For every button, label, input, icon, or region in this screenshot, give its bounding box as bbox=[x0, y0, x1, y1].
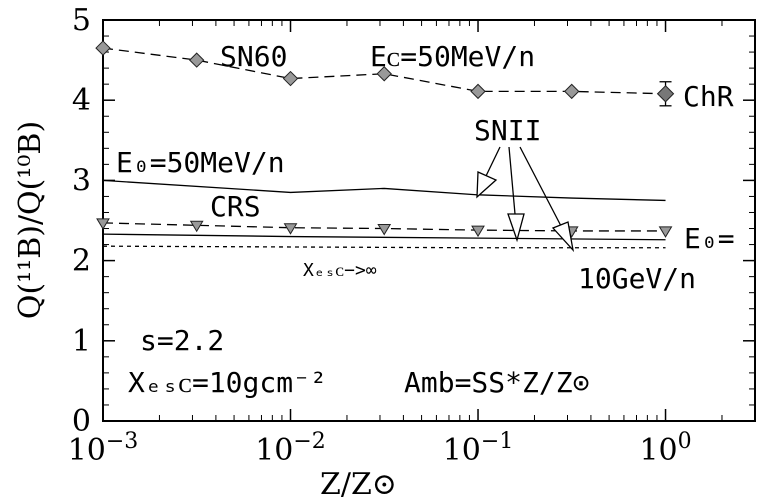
annotation-xesc-inf: Xₑₛᴄ−>∞ bbox=[303, 260, 377, 281]
snii-arrow-2-shaft bbox=[508, 146, 516, 215]
annotation-sn60: SN60 bbox=[220, 40, 287, 73]
series-line-5 bbox=[102, 245, 666, 249]
annotation-e0-low-line1: E₀= bbox=[684, 222, 735, 255]
x-tick-label: 100 bbox=[639, 429, 691, 468]
annotation-xesc: Xₑₛᴄ=10gcm⁻² bbox=[128, 366, 327, 399]
annotation-s: s=2.2 bbox=[140, 324, 224, 357]
plot-frame bbox=[102, 19, 756, 422]
annotation-e0-high: E₀=50MeV/n bbox=[116, 146, 285, 179]
x-tick-label: 10−3 bbox=[68, 429, 139, 468]
chr-point-marker bbox=[656, 85, 675, 103]
x-axis-label: Z/Z⊙ bbox=[320, 467, 397, 502]
snii-arrow-3-head bbox=[551, 221, 575, 253]
y-tick-label: 2 bbox=[72, 244, 91, 279]
annotation-e0-low-line2: 10GeV/n bbox=[578, 262, 696, 295]
snii-arrow-2-head bbox=[507, 213, 525, 243]
series-marker-triangle bbox=[189, 220, 204, 233]
series-marker-triangle bbox=[96, 218, 110, 230]
annotation-snii: SNII bbox=[474, 114, 541, 147]
series-marker-diamond bbox=[564, 83, 580, 100]
series-marker-triangle bbox=[658, 226, 673, 238]
series-marker-diamond bbox=[470, 83, 486, 100]
snii-arrow-1-shaft bbox=[485, 146, 501, 177]
snii-arrow-3-shaft bbox=[519, 146, 562, 227]
series-line-4 bbox=[102, 233, 666, 241]
annotation-amb: Amb=SS*Z/Z⊙ bbox=[404, 366, 589, 399]
y-tick-label: 1 bbox=[72, 324, 91, 359]
series-marker-diamond bbox=[376, 66, 392, 82]
ticks bbox=[102, 19, 756, 422]
series-marker-triangle bbox=[377, 224, 392, 236]
x-tick-label: 10−2 bbox=[255, 429, 326, 468]
annotation-ec: Eᴄ=50MeV/n bbox=[370, 40, 535, 73]
series-marker-triangle bbox=[283, 223, 298, 235]
series-line-2 bbox=[102, 179, 666, 202]
y-axis-label: Q(¹¹B)/Q(¹⁰B) bbox=[13, 121, 48, 319]
snii-arrow-1-head bbox=[476, 171, 498, 199]
snii-arrows bbox=[476, 146, 575, 253]
series-marker-triangle bbox=[471, 225, 485, 238]
series-marker-diamond bbox=[95, 40, 111, 56]
annotation-crs: CRS bbox=[210, 190, 261, 223]
marker-layer bbox=[95, 40, 675, 238]
x-tick-labels: 10−3 10−2 10−1 100 bbox=[68, 429, 692, 468]
series-marker-diamond bbox=[188, 52, 205, 68]
y-tick-label: 3 bbox=[72, 163, 91, 198]
annotation-chr: ChR bbox=[683, 80, 734, 113]
x-tick-label: 10−1 bbox=[443, 429, 514, 468]
y-tick-label: 0 bbox=[72, 404, 91, 439]
y-tick-label: 5 bbox=[72, 3, 91, 38]
series-marker-diamond bbox=[282, 70, 299, 87]
y-tick-labels: 0 1 2 3 4 5 bbox=[72, 3, 91, 439]
y-tick-label: 4 bbox=[72, 83, 91, 118]
